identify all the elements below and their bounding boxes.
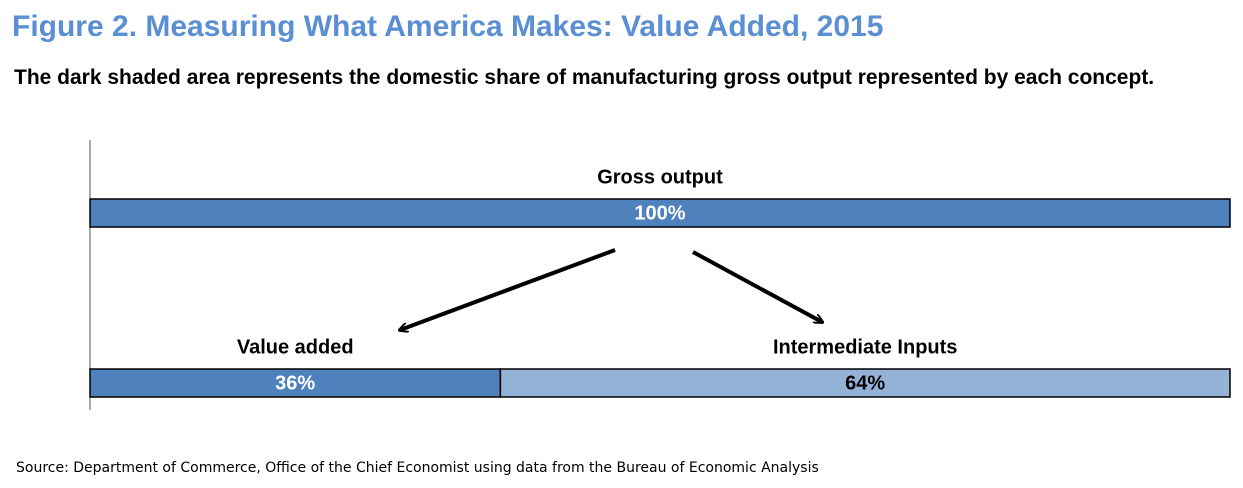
chart-title: Figure 2. Measuring What America Makes: … bbox=[12, 10, 884, 43]
data-label: 64% bbox=[845, 372, 885, 394]
data-label: 36% bbox=[275, 372, 315, 394]
segment-label: Value added bbox=[237, 336, 354, 358]
data-label: 100% bbox=[634, 202, 685, 224]
arrow bbox=[692, 250, 822, 322]
arrow bbox=[400, 248, 616, 330]
segment-label: Gross output bbox=[597, 166, 723, 188]
bar-segment bbox=[89, 198, 1231, 228]
chart-subtitle: The dark shaded area represents the dome… bbox=[14, 66, 1155, 89]
source-note: Source: Department of Commerce, Office o… bbox=[16, 460, 819, 476]
bar-segment bbox=[499, 368, 1231, 398]
segment-label: Intermediate Inputs bbox=[773, 336, 957, 358]
